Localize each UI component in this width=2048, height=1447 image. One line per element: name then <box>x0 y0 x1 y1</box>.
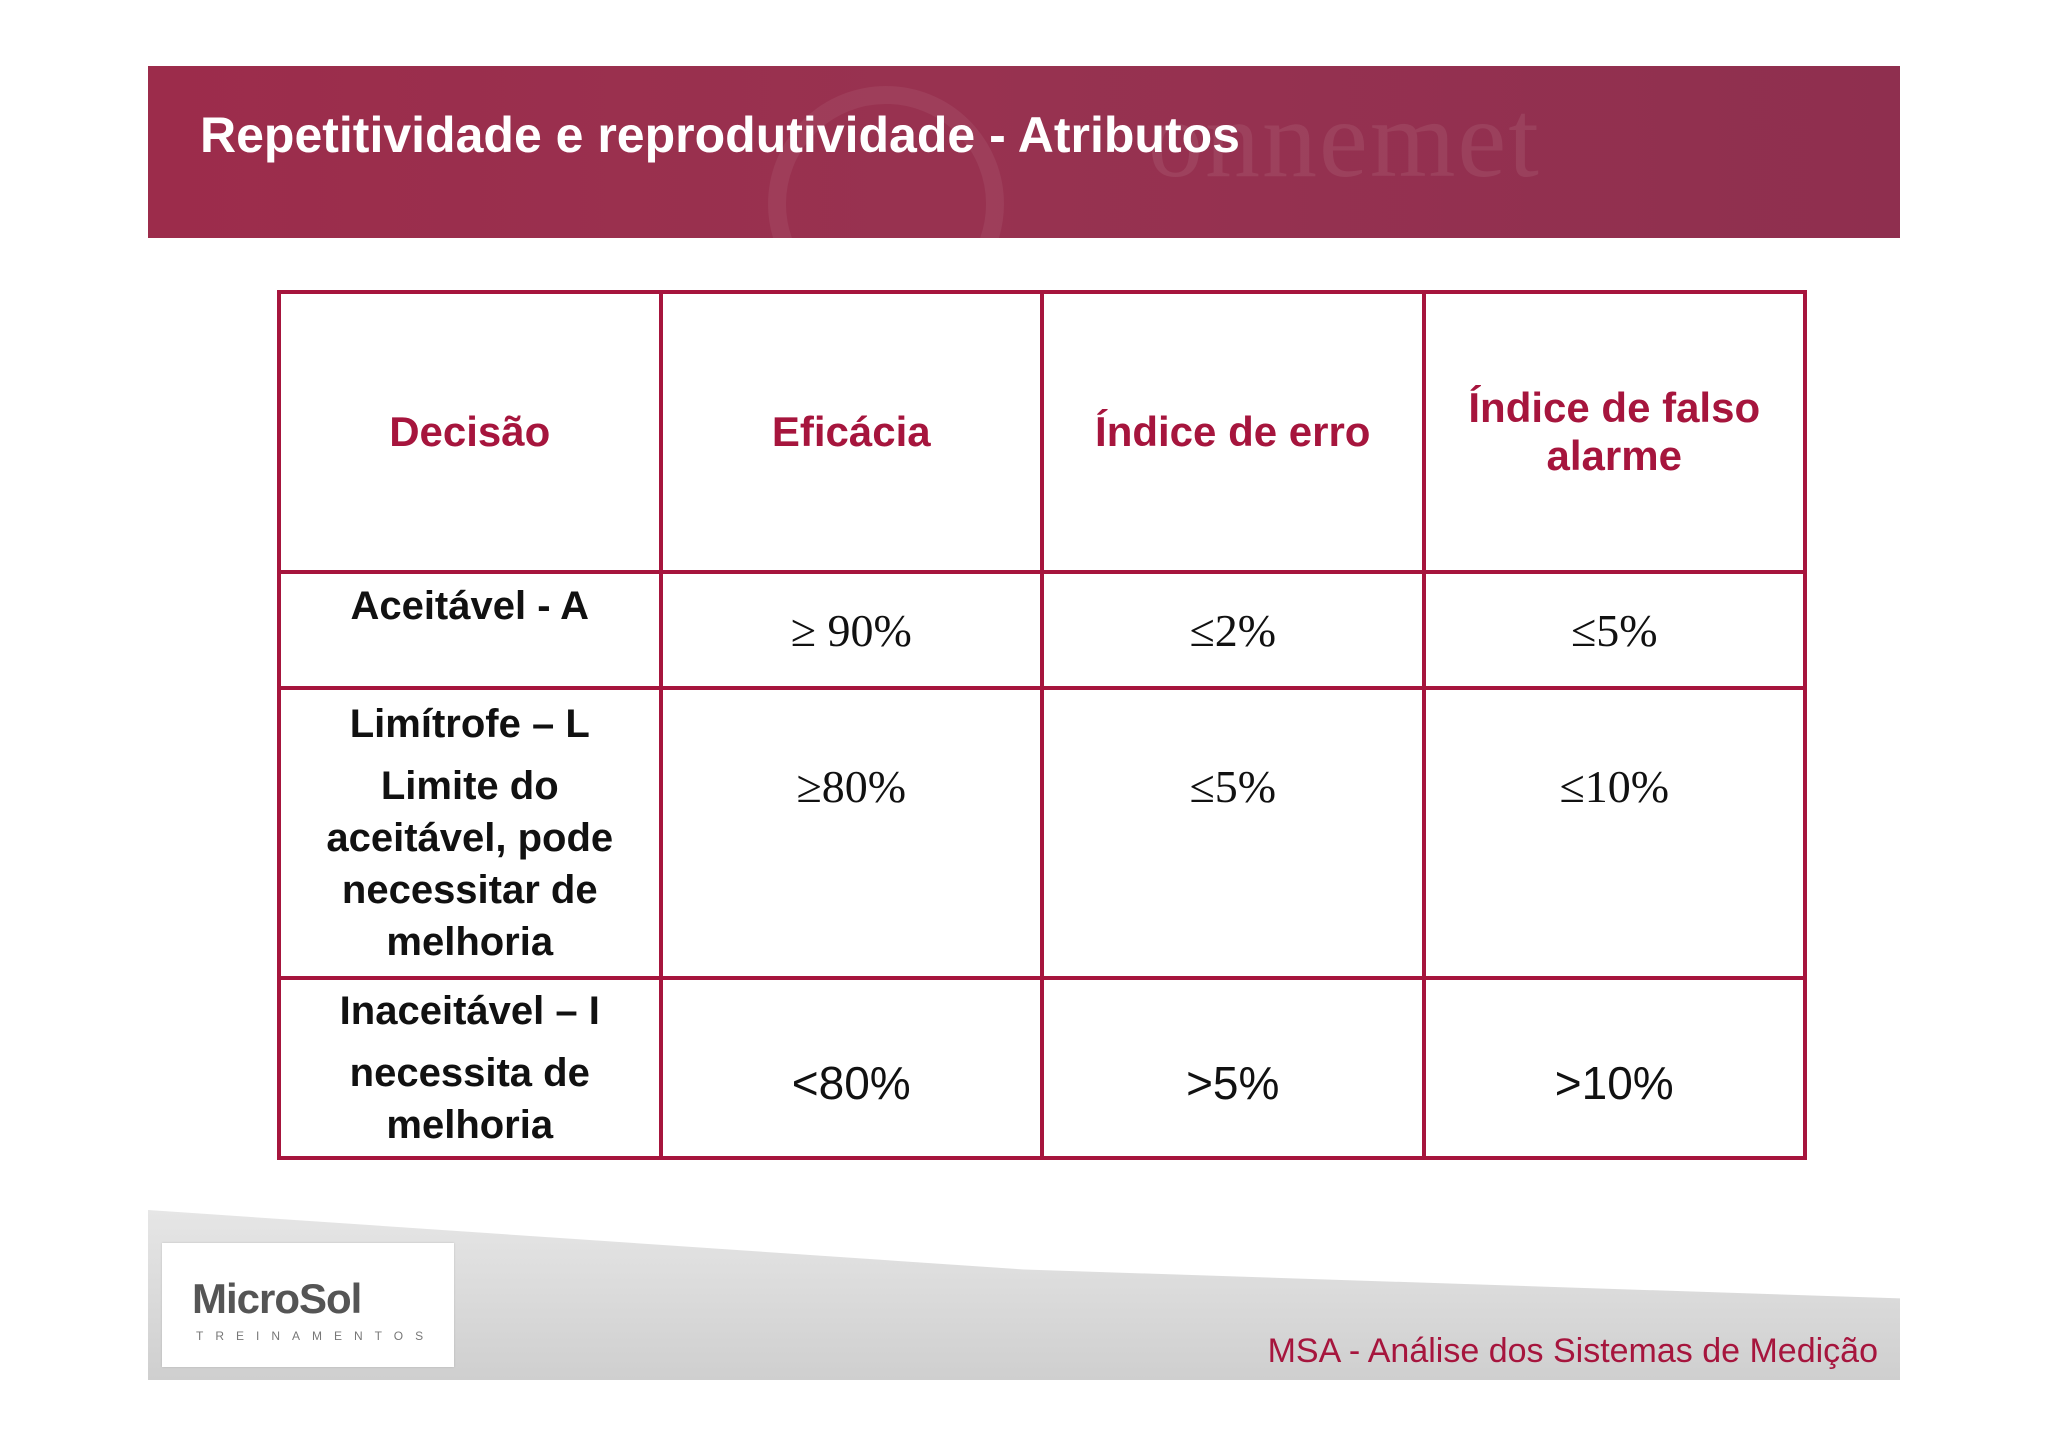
efficacy-cell: <80% <box>658 976 1044 1160</box>
false-alarm-cell: ≤10% <box>1421 686 1807 980</box>
false-alarm-cell: ≤5% <box>1421 570 1807 690</box>
criteria-table: Decisão Eficácia Índice de erro Índice d… <box>277 290 1807 1160</box>
header-error-rate: Índice de erro <box>1040 290 1426 574</box>
efficacy-cell: ≥ 90% <box>658 570 1044 690</box>
header-decision: Decisão <box>277 290 663 574</box>
footer-caption: MSA - Análise dos Sistemas de Medição <box>1267 1332 1878 1370</box>
error-cell: ≤5% <box>1040 686 1426 980</box>
decision-cell: Limítrofe – L Limite do aceitável, pode … <box>277 686 663 980</box>
microsol-logo: MicroSol TREINAMENTOS <box>162 1243 454 1367</box>
false-alarm-cell: >10% <box>1421 976 1807 1160</box>
decision-note: necessita de melhoria <box>349 1051 590 1147</box>
page-title: Repetitividade e reprodutividade - Atrib… <box>200 107 1240 163</box>
error-cell: >5% <box>1040 976 1426 1160</box>
error-cell: ≤2% <box>1040 570 1426 690</box>
decision-label: Inaceitável – I <box>339 989 600 1033</box>
decision-note: Limite do aceitável, pode necessitar de … <box>326 764 614 964</box>
decision-label: Aceitável - A <box>350 584 590 628</box>
table-header-row: Decisão Eficácia Índice de erro Índice d… <box>277 290 1807 574</box>
decision-cell: Inaceitável – I necessita de melhoria <box>277 976 663 1160</box>
table-row: Limítrofe – L Limite do aceitável, pode … <box>277 686 1807 980</box>
table-row: Inaceitável – I necessita de melhoria <8… <box>277 976 1807 1160</box>
logo-name: MicroSol <box>192 1275 362 1322</box>
table-row: Aceitável - A ≥ 90% ≤2% ≤5% <box>277 570 1807 690</box>
logo-tagline: TREINAMENTOS <box>196 1329 436 1343</box>
decision-label: Limítrofe – L <box>349 702 590 746</box>
decision-cell: Aceitável - A <box>277 570 663 690</box>
header-false-alarm-rate: Índice de falso alarme <box>1421 290 1807 574</box>
header-efficacy: Eficácia <box>658 290 1044 574</box>
efficacy-cell: ≥80% <box>658 686 1044 980</box>
header-banner: onnemet Repetitividade e reprodutividade… <box>148 66 1900 238</box>
banner-watermark: onnemet <box>1148 78 1541 200</box>
